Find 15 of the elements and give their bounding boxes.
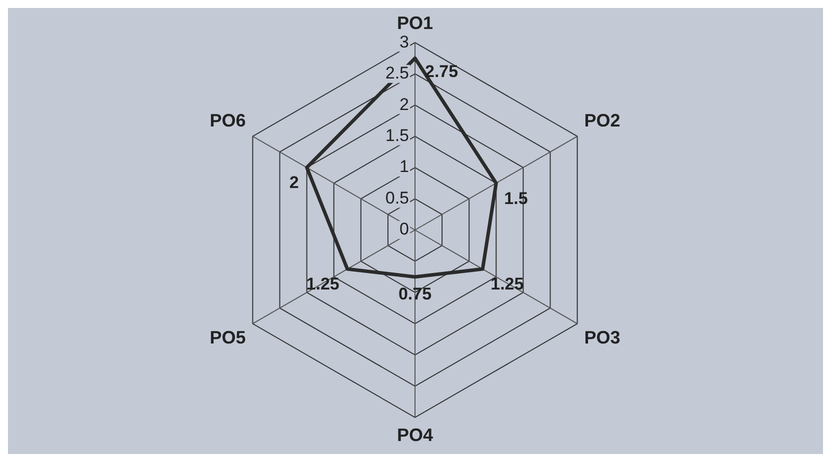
- spoke-label: PO4: [396, 425, 434, 446]
- data-label: 2: [289, 173, 299, 192]
- spoke-label: PO5: [210, 327, 246, 348]
- y-tick-label: 1: [400, 157, 409, 176]
- spoke-label: PO3: [584, 327, 620, 348]
- y-tick-label: 0.5: [385, 188, 409, 208]
- y-tick-label: 0: [400, 220, 409, 239]
- y-tick-label: 1.5: [385, 126, 409, 145]
- y-tick-label: 2.5: [385, 64, 409, 83]
- spoke-label: PO1: [396, 12, 434, 33]
- spoke-label: PO6: [210, 110, 246, 130]
- y-tick-label: 3: [400, 32, 409, 52]
- spoke-label: PO2: [584, 110, 620, 130]
- y-tick-label: 2: [400, 94, 409, 114]
- data-label: 2.75: [424, 62, 458, 81]
